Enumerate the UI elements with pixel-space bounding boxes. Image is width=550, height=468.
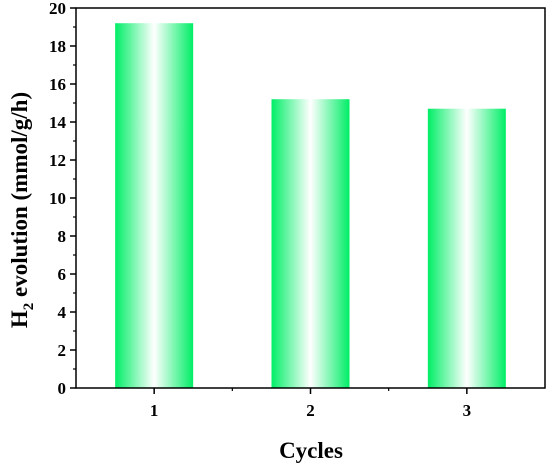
x-tick-label: 3 (463, 401, 472, 420)
y-tick-label: 0 (58, 379, 67, 398)
plot-frame (75, 7, 546, 389)
bar-1 (115, 23, 194, 388)
y-tick-label: 10 (49, 189, 66, 208)
y-tick-label: 12 (49, 151, 66, 170)
y-axis-title: H2 evolution (mmol/g/h) (7, 92, 37, 328)
y-tick-label: 16 (49, 75, 66, 94)
x-axis-title: Cycles (279, 438, 343, 463)
bar-2 (271, 99, 350, 388)
y-tick-label: 20 (49, 0, 66, 18)
bar-3 (427, 108, 506, 388)
x-tick-label: 2 (306, 401, 315, 420)
y-axis-title-suffix: evolution (mmol/g/h) (7, 92, 32, 303)
x-tick-label: 1 (150, 401, 159, 420)
x-axis-ticks: 1 2 3 (150, 388, 471, 420)
y-tick-label: 2 (58, 341, 67, 360)
y-tick-label: 6 (58, 265, 67, 284)
y-tick-label: 4 (58, 303, 67, 322)
y-axis-ticks: 0 2 4 6 8 10 12 14 16 18 20 (49, 0, 76, 398)
bars-group (115, 23, 506, 388)
y-axis-title-subscript: 2 (21, 303, 37, 311)
y-axis-title-prefix: H (7, 310, 32, 328)
y-tick-label: 18 (49, 37, 66, 56)
y-tick-label: 14 (49, 113, 67, 132)
y-tick-label: 8 (58, 227, 67, 246)
